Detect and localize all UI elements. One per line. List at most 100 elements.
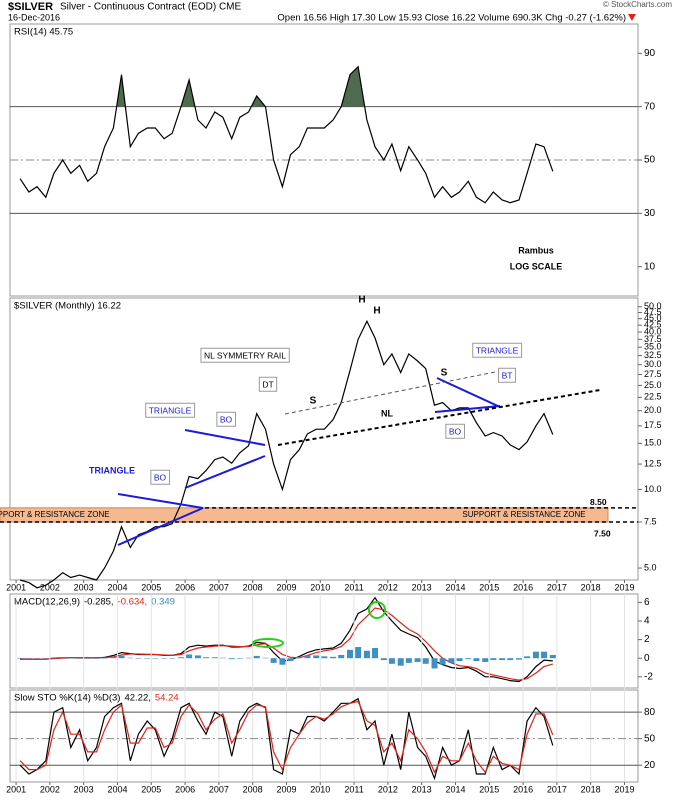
panel-title: $SILVER (Monthly) 16.22 — [14, 301, 121, 312]
annotation: NL SYMMETRY RAIL — [204, 350, 286, 360]
date: 16-Dec-2016 — [8, 12, 60, 22]
histogram-bar — [313, 655, 320, 659]
legend-value: 42.22, — [124, 693, 150, 704]
histogram-bar — [431, 658, 438, 669]
series-line — [19, 700, 554, 774]
x-tick-label: 2003 — [74, 784, 94, 794]
x-tick-label: 2010 — [310, 784, 330, 794]
x-tick-label: 2001 — [6, 784, 26, 794]
histogram-bar — [228, 658, 235, 660]
annotation: TRIANGLE — [149, 405, 192, 415]
annotation: H — [358, 295, 365, 306]
y-tick-label: 42.5 — [644, 320, 662, 330]
y-tick-label: 30.0 — [644, 359, 662, 369]
y-tick-label: 50 — [644, 733, 656, 744]
histogram-bar — [338, 654, 345, 659]
histogram-bar — [524, 656, 531, 659]
y-tick-label: 5.0 — [644, 562, 657, 572]
annotation: BO — [154, 472, 167, 482]
histogram-bar — [245, 657, 252, 659]
x-tick-label: 2003 — [74, 582, 94, 592]
histogram-bar — [388, 658, 395, 664]
x-tick-label: 2015 — [479, 582, 499, 592]
x-tick-label: 2018 — [581, 784, 601, 794]
zone-label: SUPPORT & RESISTANCE ZONE — [0, 510, 110, 519]
x-tick-label: 2017 — [547, 582, 567, 592]
x-tick-label: 2009 — [276, 582, 296, 592]
histogram-bar — [549, 654, 556, 659]
panel-frame — [9, 297, 639, 581]
x-tick-label: 2019 — [614, 784, 634, 794]
histogram-bar — [67, 658, 74, 659]
annotation-box — [145, 402, 196, 418]
histogram-bar — [439, 658, 446, 665]
histogram-bar — [405, 658, 412, 663]
histogram-bar — [50, 657, 57, 659]
neckline — [277, 389, 601, 446]
x-tick-label: 2007 — [209, 582, 229, 592]
symbol: $SILVER — [8, 1, 53, 13]
x-tick-label: 2008 — [243, 784, 263, 794]
legend-value: 54.24 — [155, 693, 179, 704]
annotation: Rambus — [518, 245, 554, 255]
annotation-box — [498, 367, 516, 383]
series-line — [19, 319, 554, 589]
histogram-bar — [144, 658, 151, 659]
x-tick-label: 2015 — [479, 784, 499, 794]
y-tick-label: 35.0 — [644, 342, 662, 352]
x-tick-label: 2011 — [344, 784, 363, 794]
histogram-bar — [25, 658, 32, 659]
legend-value: 0.349 — [151, 597, 175, 608]
histogram-bar — [296, 656, 303, 659]
histogram-bar — [59, 657, 66, 659]
histogram-bar — [211, 657, 218, 659]
panel-title: MACD(12,26,9) — [14, 597, 80, 608]
panel-title: RSI(14) 45.75 — [14, 27, 73, 38]
histogram-bar — [76, 658, 83, 659]
trendline — [117, 507, 204, 546]
y-tick-label: 10 — [644, 261, 656, 272]
annotation-box — [200, 347, 290, 363]
y-tick-label: -2 — [644, 671, 653, 682]
histogram-bar — [541, 651, 548, 659]
histogram-bar — [194, 655, 201, 659]
histogram-bar — [363, 650, 370, 659]
y-tick-label: 50 — [644, 155, 656, 166]
histogram-bar — [93, 658, 100, 659]
annotation-box — [216, 411, 237, 427]
histogram-bar — [304, 655, 311, 659]
trendline — [184, 455, 266, 489]
annotation-box — [150, 469, 171, 485]
x-tick-label: 2013 — [412, 784, 432, 794]
histogram-bar — [499, 658, 506, 661]
x-tick-label: 2005 — [141, 784, 161, 794]
series-line — [19, 697, 554, 781]
x-tick-label: 2013 — [412, 582, 432, 592]
x-tick-label: 2007 — [209, 784, 229, 794]
y-tick-label: 2 — [644, 634, 650, 645]
y-tick-label: 17.5 — [644, 420, 662, 430]
histogram-bar — [219, 657, 226, 659]
histogram-bar — [422, 658, 429, 664]
x-tick-label: 2016 — [513, 582, 533, 592]
quote: Open 16.56 High 17.30 Low 15.93 Close 16… — [277, 13, 626, 24]
y-tick-label: 20.0 — [644, 405, 662, 415]
panel-title: Slow STO %K(14) %D(3) — [14, 693, 120, 704]
histogram-bar — [270, 658, 277, 663]
x-tick-label: 2008 — [243, 582, 263, 592]
trendline — [436, 377, 501, 408]
histogram-bar — [507, 658, 514, 661]
y-tick-label: 32.5 — [644, 350, 662, 360]
x-tick-label: 2004 — [107, 582, 127, 592]
y-tick-label: 22.5 — [644, 392, 662, 402]
y-tick-label: 50.0 — [644, 301, 662, 311]
annotation-box — [445, 423, 466, 439]
histogram-bar — [473, 658, 480, 662]
histogram-bar — [152, 658, 159, 659]
x-tick-label: 2009 — [276, 784, 296, 794]
x-tick-label: 2005 — [141, 582, 161, 592]
histogram-bar — [186, 654, 193, 659]
histogram-bar — [17, 658, 24, 659]
y-tick-label: 4 — [644, 616, 650, 627]
